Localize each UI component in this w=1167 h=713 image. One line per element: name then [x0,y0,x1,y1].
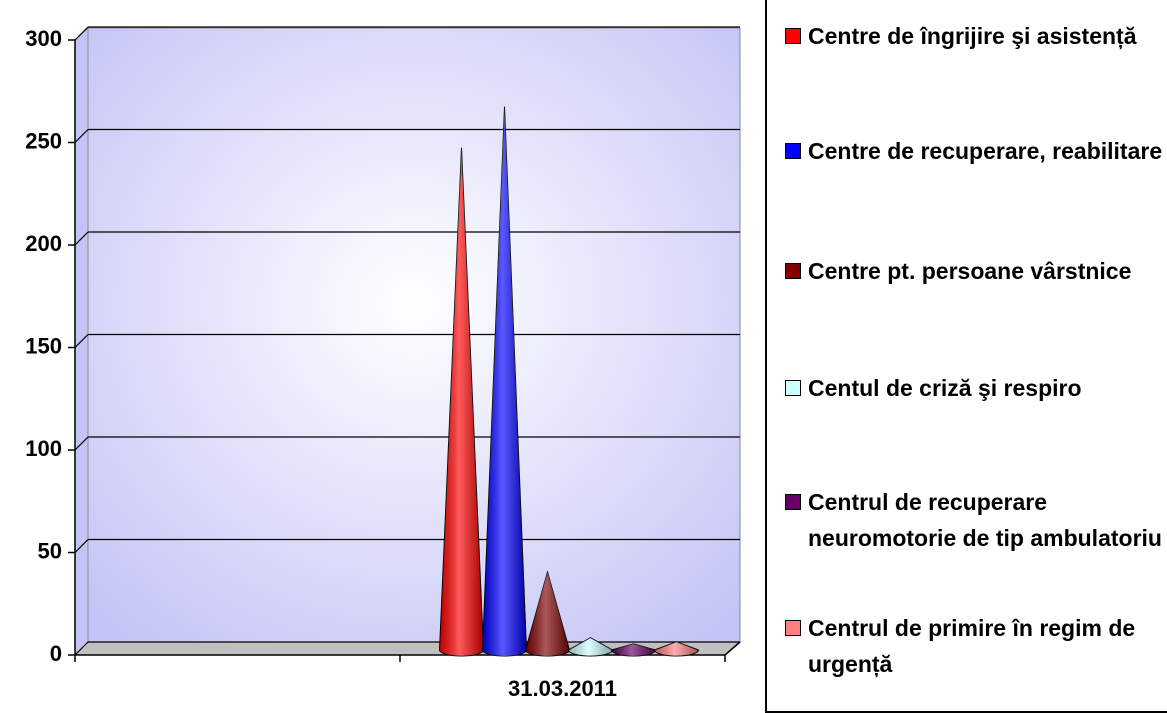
y-tick-label: 0 [50,641,62,666]
cone-shade [482,106,527,656]
legend-swatch [785,620,801,636]
grid-line [74,129,89,143]
legend-label: Centre de îngrijire şi asistență [808,23,1137,49]
legend-entry: Centrul de recuperare neuromotorie de ti… [785,484,1165,556]
legend-swatch [785,28,801,44]
grid-line [74,641,89,656]
legend-entry: Centre de îngrijire şi asistență [785,18,1165,54]
legend-label: Centul de criză şi respiro [808,375,1082,401]
legend-entry: Centul de criză şi respiro [785,370,1165,406]
chart: 0 50 100 150 200 250 300 31.03.2011 [25,26,742,701]
y-tick-label: 250 [25,128,62,153]
x-tick-label: 31.03.2011 [508,676,617,701]
grid-line [74,334,89,348]
legend: Centre de îngrijire şi asistență Centre d… [765,0,1167,713]
legend-swatch [785,143,801,159]
legend-label: Centre de recuperare, reabilitare [808,138,1163,164]
cone-shade [611,643,656,656]
grid-line [74,539,89,553]
legend-label: Centrul de primire în regim de urgență [808,615,1136,677]
cone-shade [654,641,699,656]
legend-entry: Centrul de primire în regim de urgență [785,610,1165,682]
y-tick-label: 100 [25,436,62,461]
legend-label: Centrul de recuperare neuromotorie de ti… [808,489,1162,551]
cone-shade [525,572,570,656]
legend-swatch [785,380,801,396]
cone-shade [439,147,484,656]
legend-entry: Centre pt. persoane vârstnice [785,253,1165,289]
legend-swatch [785,263,801,279]
grid-line [74,26,89,41]
y-tick-label: 150 [25,333,62,358]
grid-line [74,436,89,451]
legend-label: Centre pt. persoane vârstnice [808,258,1132,284]
legend-swatch [785,494,801,510]
y-tick-label: 200 [25,231,62,256]
x-axis-depth [724,641,741,656]
y-tick-label: 50 [38,538,62,563]
legend-entry: Centre de recuperare, reabilitare [785,133,1165,169]
grid-line [74,231,89,246]
cone-shade [568,637,613,656]
y-tick-label: 300 [25,26,62,51]
